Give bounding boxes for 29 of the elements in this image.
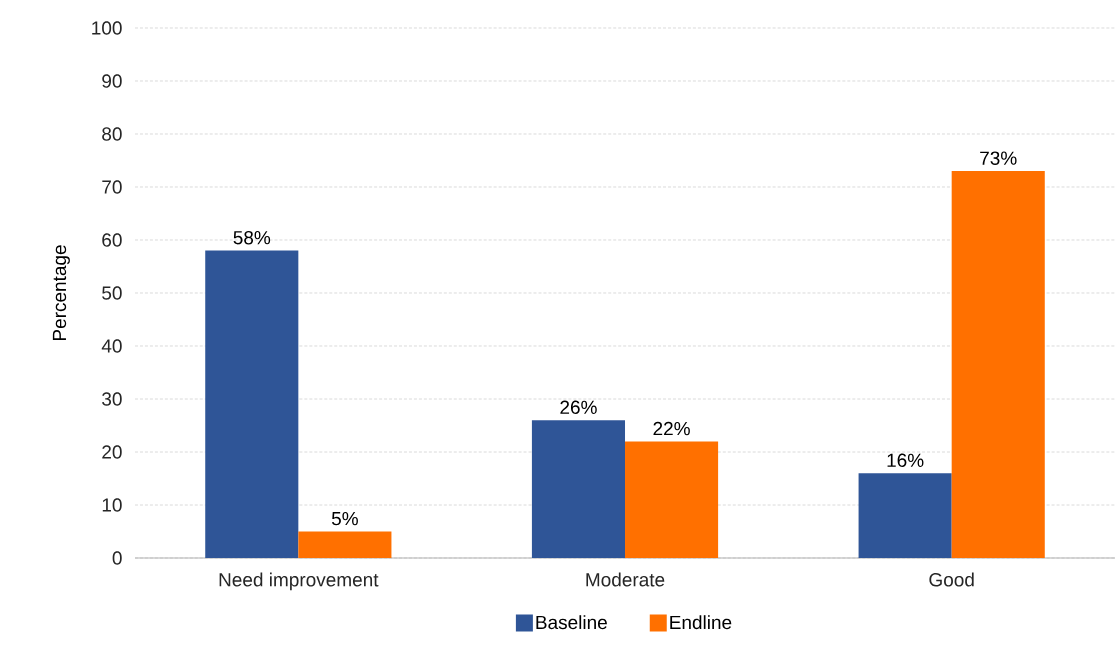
y-tick-label: 50 — [102, 286, 122, 300]
data-label: 5% — [331, 511, 358, 526]
bar — [531, 420, 626, 558]
bar — [298, 531, 392, 558]
y-tick-label: 30 — [102, 392, 122, 406]
data-label: 22% — [653, 421, 690, 436]
data-label: 16% — [887, 453, 924, 467]
y-tick-label: 60 — [102, 233, 122, 247]
legend-label: Baseline — [536, 615, 607, 630]
bar — [858, 473, 952, 558]
y-tick-label: 40 — [101, 339, 122, 353]
y-tick-label: 90 — [102, 74, 122, 88]
bar — [951, 171, 1045, 558]
data-label: 26% — [560, 400, 597, 414]
x-tick-label: Need improvement — [219, 572, 379, 591]
data-label: 73% — [980, 151, 1017, 165]
x-tick-label: Moderate — [586, 572, 665, 587]
bar — [205, 250, 299, 558]
x-tick-label: Good — [929, 572, 974, 587]
bar — [625, 441, 719, 558]
y-tick-label: 0 — [112, 551, 122, 565]
y-axis-title: Percentage — [52, 245, 70, 341]
y-tick-label: 20 — [102, 445, 122, 459]
data-label: 58% — [233, 230, 271, 245]
y-tick-label: 10 — [102, 498, 122, 512]
legend-label: Endline — [670, 615, 732, 630]
y-tick-label: 70 — [102, 180, 122, 194]
y-tick-label: 80 — [102, 127, 122, 141]
y-tick-label: 100 — [92, 21, 122, 35]
